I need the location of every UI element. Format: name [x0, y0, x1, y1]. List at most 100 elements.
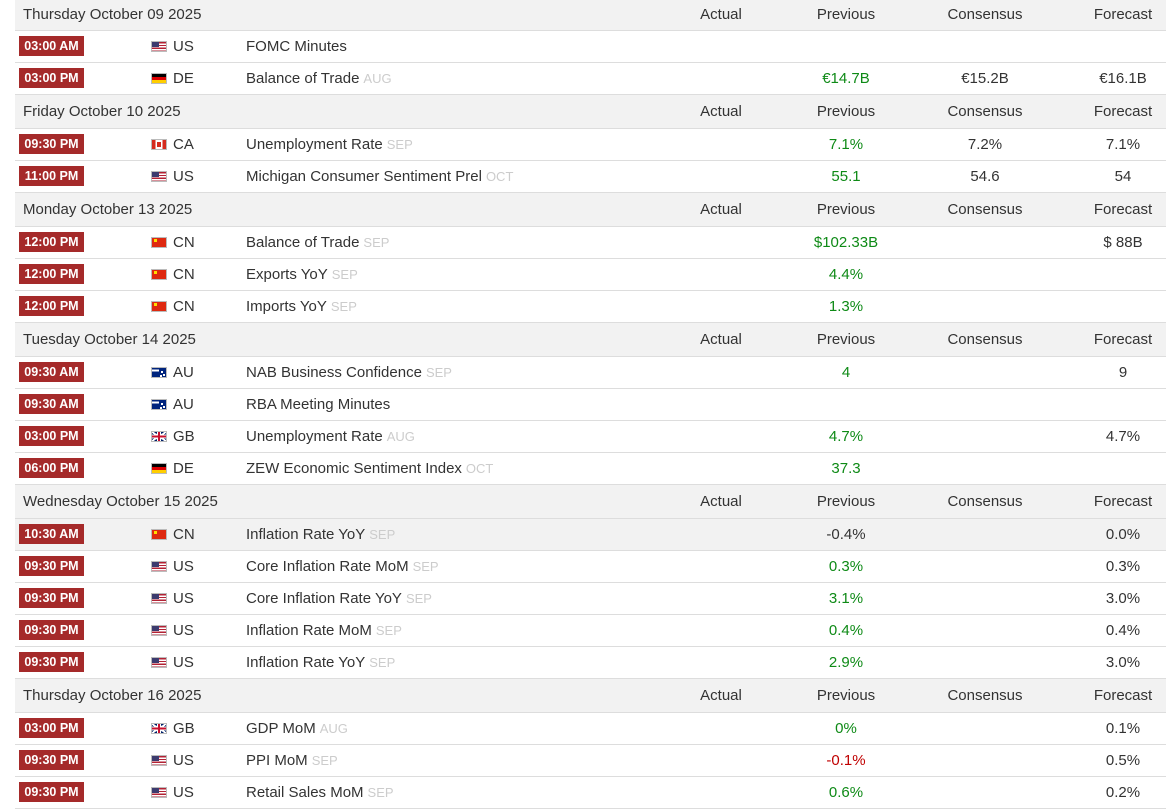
consensus-column-header[interactable]: Consensus — [947, 687, 1023, 704]
actual-column-header[interactable]: Actual — [700, 687, 742, 704]
event-row[interactable]: 06:00 PM DE ZEW Economic Sentiment Index OC… — [15, 453, 1166, 485]
event-name-link[interactable]: Michigan Consumer Sentiment Prel OCT — [246, 161, 513, 192]
event-row[interactable]: 09:30 PM US PPI MoM SEP -0.1% 0.5% — [15, 745, 1166, 777]
event-row[interactable]: 09:30 PM US Core Inflation Rate YoY SEP 3.1%… — [15, 583, 1166, 615]
event-name-link[interactable]: Unemployment Rate SEP — [246, 129, 413, 160]
event-name-link[interactable]: Core Inflation Rate MoM SEP — [246, 551, 439, 582]
event-name-link[interactable]: Balance of Trade AUG — [246, 63, 392, 94]
event-name-link[interactable]: Exports YoY SEP — [246, 259, 358, 290]
previous-value: $102.33B — [813, 234, 879, 251]
event-row[interactable]: 03:00 PM DE Balance of Trade AUG €14.7B €15.2… — [15, 63, 1166, 95]
forecast-column-header[interactable]: Forecast — [1093, 6, 1153, 23]
event-name[interactable]: RBA Meeting Minutes — [246, 396, 391, 413]
consensus-column-header[interactable]: Consensus — [947, 103, 1023, 120]
event-name-link[interactable]: Inflation Rate MoM SEP — [246, 615, 402, 646]
event-name-link[interactable]: Retail Sales MoM SEP — [246, 777, 394, 808]
event-name[interactable]: PPI MoM — [246, 752, 308, 769]
consensus-column-header[interactable]: Consensus — [947, 6, 1023, 23]
flag-cn-icon — [151, 301, 167, 312]
actual-column-header[interactable]: Actual — [700, 493, 742, 510]
forecast-value: 0.4% — [1105, 622, 1141, 639]
event-row[interactable]: 09:30 AM AU NAB Business Confidence SEP 4 9 — [15, 357, 1166, 389]
event-name-link[interactable]: GDP MoM AUG — [246, 713, 348, 744]
event-row[interactable]: 09:30 PM US Inflation Rate YoY SEP 2.9% 3.0% — [15, 647, 1166, 679]
previous-value: 0.3% — [828, 558, 864, 575]
flag-ca-icon — [151, 139, 167, 150]
actual-column-header[interactable]: Actual — [700, 6, 742, 23]
country-code: AU — [173, 396, 194, 413]
flag-us-icon — [151, 755, 167, 766]
event-name[interactable]: Retail Sales MoM — [246, 784, 364, 801]
event-name-link[interactable]: Unemployment Rate AUG — [246, 421, 415, 452]
event-row[interactable]: 12:00 PM CN Exports YoY SEP 4.4% — [15, 259, 1166, 291]
previous-value: €14.7B — [822, 70, 870, 87]
event-name[interactable]: Balance of Trade — [246, 234, 360, 251]
event-name-link[interactable]: Balance of Trade SEP — [246, 227, 389, 258]
event-name-link[interactable]: Inflation Rate YoY SEP — [246, 647, 395, 678]
event-row[interactable]: 09:30 AM AU RBA Meeting Minutes — [15, 389, 1166, 421]
event-name[interactable]: Michigan Consumer Sentiment Prel — [246, 168, 482, 185]
forecast-column-header[interactable]: Forecast — [1093, 331, 1153, 348]
event-name-link[interactable]: Imports YoY SEP — [246, 291, 357, 322]
previous-column-header[interactable]: Previous — [816, 331, 876, 348]
day-header: Friday October 10 2025 Actual Previous Cons… — [15, 95, 1166, 129]
forecast-column-header[interactable]: Forecast — [1093, 493, 1153, 510]
consensus-column-header[interactable]: Consensus — [947, 331, 1023, 348]
flag-gb-icon — [151, 723, 167, 734]
event-row[interactable]: 03:00 AM US FOMC Minutes — [15, 31, 1166, 63]
event-name-link[interactable]: Core Inflation Rate YoY SEP — [246, 583, 432, 614]
country-code: US — [173, 622, 194, 639]
event-name-link[interactable]: FOMC Minutes — [246, 31, 347, 62]
previous-column-header[interactable]: Previous — [816, 103, 876, 120]
event-row[interactable]: 03:00 PM GB Unemployment Rate AUG 4.7% 4.7% — [15, 421, 1166, 453]
event-name[interactable]: Core Inflation Rate MoM — [246, 558, 409, 575]
forecast-column-header[interactable]: Forecast — [1093, 201, 1153, 218]
event-row[interactable]: 09:30 PM US Core Inflation Rate MoM SEP 0.3%… — [15, 551, 1166, 583]
event-name[interactable]: Balance of Trade — [246, 70, 360, 87]
event-row[interactable]: 03:00 PM GB GDP MoM AUG 0% 0.1% — [15, 713, 1166, 745]
forecast-column-header[interactable]: Forecast — [1093, 103, 1153, 120]
day-date: Thursday October 09 2025 — [23, 6, 202, 23]
event-name[interactable]: Exports YoY — [246, 266, 328, 283]
event-name[interactable]: Inflation Rate YoY — [246, 526, 366, 543]
event-name-link[interactable]: ZEW Economic Sentiment Index OCT — [246, 453, 493, 484]
event-time-badge: 06:00 PM — [19, 458, 84, 478]
previous-column-header[interactable]: Previous — [816, 6, 876, 23]
event-row[interactable]: 10:30 AM CN Inflation Rate YoY SEP -0.4% 0.0% — [15, 519, 1166, 551]
event-row[interactable]: 12:00 PM CN Imports YoY SEP 1.3% — [15, 291, 1166, 323]
actual-column-header[interactable]: Actual — [700, 103, 742, 120]
actual-column-header[interactable]: Actual — [700, 331, 742, 348]
event-name-link[interactable]: PPI MoM SEP — [246, 745, 338, 776]
reference-period: AUG — [363, 71, 392, 86]
event-time-badge: 09:30 AM — [19, 394, 84, 414]
previous-column-header[interactable]: Previous — [816, 687, 876, 704]
event-name[interactable]: GDP MoM — [246, 720, 316, 737]
event-row[interactable]: 09:30 PM US Inflation Rate MoM SEP 0.4% 0.4% — [15, 615, 1166, 647]
country-code: US — [173, 558, 194, 575]
event-name[interactable]: Core Inflation Rate YoY — [246, 590, 402, 607]
previous-column-header[interactable]: Previous — [816, 493, 876, 510]
event-name[interactable]: NAB Business Confidence — [246, 364, 422, 381]
event-row[interactable]: 09:30 PM CA Unemployment Rate SEP 7.1% 7.2% 7.… — [15, 129, 1166, 161]
event-name[interactable]: Unemployment Rate — [246, 428, 383, 445]
event-name[interactable]: Imports YoY — [246, 298, 327, 315]
event-name[interactable]: FOMC Minutes — [246, 38, 347, 55]
reference-period: AUG — [319, 721, 348, 736]
event-name-link[interactable]: Inflation Rate YoY SEP — [246, 519, 395, 550]
previous-value: 55.1 — [831, 168, 861, 185]
consensus-column-header[interactable]: Consensus — [947, 201, 1023, 218]
event-name-link[interactable]: RBA Meeting Minutes — [246, 389, 390, 420]
consensus-column-header[interactable]: Consensus — [947, 493, 1023, 510]
event-row[interactable]: 11:00 PM US Michigan Consumer Sentiment Pr… — [15, 161, 1166, 193]
actual-column-header[interactable]: Actual — [700, 201, 742, 218]
previous-column-header[interactable]: Previous — [816, 201, 876, 218]
event-name-link[interactable]: NAB Business Confidence SEP — [246, 357, 452, 388]
event-name[interactable]: Unemployment Rate — [246, 136, 383, 153]
event-name[interactable]: Inflation Rate YoY — [246, 654, 366, 671]
previous-value: 0.6% — [828, 784, 864, 801]
event-name[interactable]: Inflation Rate MoM — [246, 622, 372, 639]
forecast-column-header[interactable]: Forecast — [1093, 687, 1153, 704]
event-row[interactable]: 09:30 PM US Retail Sales MoM SEP 0.6% 0.2% — [15, 777, 1166, 809]
event-row[interactable]: 12:00 PM CN Balance of Trade SEP $102.33B $ 8… — [15, 227, 1166, 259]
event-name[interactable]: ZEW Economic Sentiment Index — [246, 460, 462, 477]
